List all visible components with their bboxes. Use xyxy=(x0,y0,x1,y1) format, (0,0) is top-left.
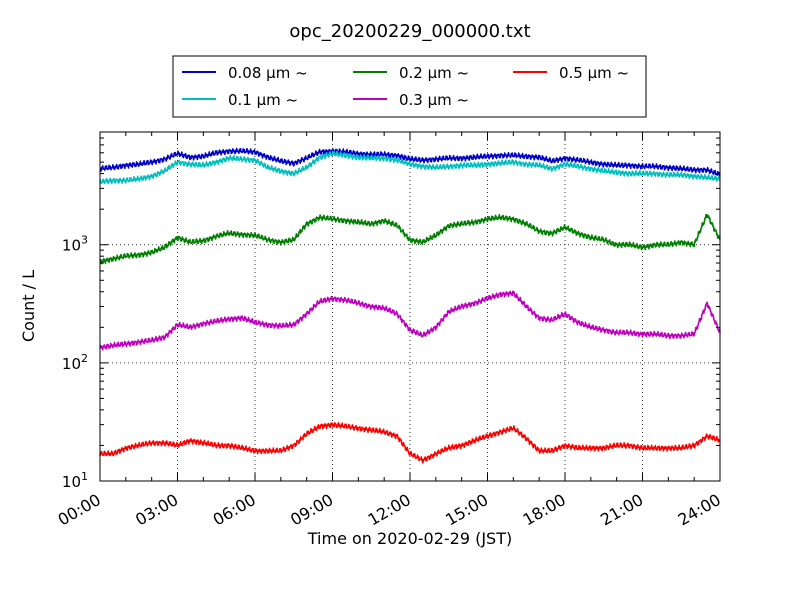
legend-label: 0.3 μm ~ xyxy=(399,91,469,109)
ticks xyxy=(99,132,721,482)
series-line xyxy=(99,421,721,464)
series-line xyxy=(99,213,721,265)
y-tick-label: 101 xyxy=(62,470,88,491)
plot-area xyxy=(99,131,721,482)
x-tick-label: 12:00 xyxy=(365,490,414,530)
y-tick-labels: 101 102 103 xyxy=(62,234,88,491)
x-axis-label: Time on 2020-02-29 (JST) xyxy=(307,529,512,548)
y-axis-label: Count / L xyxy=(19,270,38,342)
series-group xyxy=(99,147,721,464)
x-tick-label: 15:00 xyxy=(442,490,491,530)
x-tick-label: 06:00 xyxy=(210,490,259,530)
legend-label: 0.08 μm ~ xyxy=(228,64,308,82)
legend: 0.08 μm ~ 0.1 μm ~ 0.2 μm ~ 0.3 μm ~ 0.5 μm … xyxy=(172,55,647,118)
x-tick-label: 00:00 xyxy=(55,490,104,530)
series-line xyxy=(99,147,721,178)
legend-box xyxy=(172,55,647,118)
legend-label: 0.2 μm ~ xyxy=(399,64,469,82)
legend-label: 0.1 μm ~ xyxy=(228,91,298,109)
chart-title: opc_20200229_000000.txt xyxy=(289,21,530,42)
x-tick-label: 24:00 xyxy=(675,490,724,530)
x-tick-label: 03:00 xyxy=(132,490,181,530)
grid xyxy=(100,132,720,481)
y-tick-label: 103 xyxy=(62,234,88,255)
x-tick-label: 21:00 xyxy=(597,490,646,530)
x-tick-label: 18:00 xyxy=(520,490,569,530)
x-tick-labels: 00:00 03:00 06:00 09:00 12:00 15:00 18:00 21:00… xyxy=(55,490,724,530)
x-tick-label: 09:00 xyxy=(287,490,336,530)
series-line xyxy=(99,290,721,351)
series-line xyxy=(99,150,721,185)
y-tick-label: 102 xyxy=(62,352,88,373)
legend-label: 0.5 μm ~ xyxy=(559,64,629,82)
legend-items: 0.08 μm ~ 0.1 μm ~ 0.2 μm ~ 0.3 μm ~ 0.5 μm … xyxy=(182,64,629,109)
